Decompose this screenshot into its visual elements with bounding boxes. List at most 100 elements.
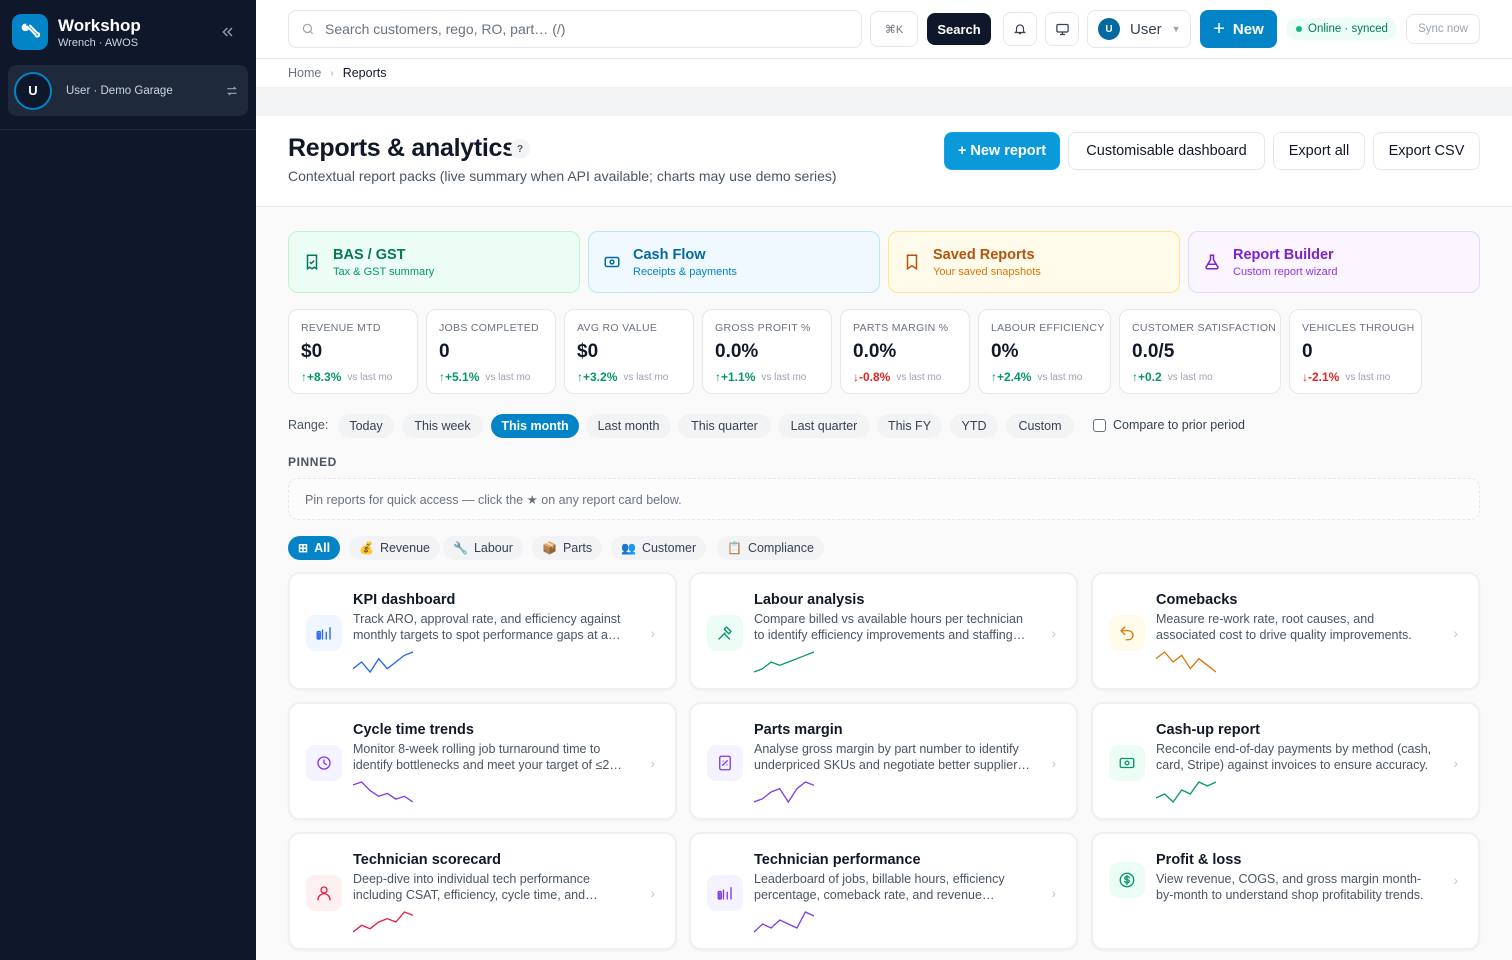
kpi-delta: +3.2% <box>583 370 618 384</box>
plus-icon: + <box>1213 18 1225 40</box>
clipboard-icon: 📋 <box>727 541 742 555</box>
kpi-tile[interactable]: VEHICLES THROUGH 0 ↓ -2.1% vs last mo <box>1289 309 1422 394</box>
quick-card-title: BAS / GST <box>333 246 406 263</box>
range-option[interactable]: This FY <box>877 414 942 438</box>
kpi-delta: +8.3% <box>307 370 342 384</box>
quick-card-saved-reports[interactable]: Saved Reports Your saved snapshots <box>888 231 1180 293</box>
new-report-button[interactable]: + New report <box>944 132 1060 170</box>
kpi-tile[interactable]: CUSTOMER SATISFACTION 0.0/5 ↑ +0.2 vs las… <box>1119 309 1281 394</box>
trend-up-icon: ↑ <box>715 370 721 384</box>
breadcrumb-home[interactable]: Home <box>288 66 322 80</box>
report-title: Cycle time trends <box>353 722 474 738</box>
bar-chart-icon <box>707 875 743 911</box>
help-icon[interactable]: ? <box>510 139 530 159</box>
kpi-label: PARTS MARGIN % <box>853 322 949 334</box>
report-description: Compare billed vs available hours per te… <box>754 612 1023 642</box>
report-title: Parts margin <box>754 722 843 738</box>
new-button[interactable]: + New <box>1200 10 1277 48</box>
sync-status-badge: Online · synced <box>1286 18 1397 40</box>
kpi-delta: +2.4% <box>997 370 1032 384</box>
report-card[interactable]: Cycle time trends Monitor 8-week rolling… <box>288 702 677 820</box>
report-card[interactable]: Technician scorecard Deep-dive into indi… <box>288 832 677 950</box>
range-option[interactable]: This month <box>491 414 579 438</box>
kpi-delta: -0.8% <box>859 370 891 384</box>
search-input[interactable] <box>325 21 845 37</box>
kpi-tile[interactable]: LABOUR EFFICIENCY 0% ↑ +2.4% vs last mo <box>978 309 1111 394</box>
range-option[interactable]: Custom <box>1006 414 1074 438</box>
display-mode-button[interactable] <box>1045 12 1079 46</box>
chevron-right-icon: › <box>650 885 655 901</box>
trend-up-icon: ↑ <box>301 370 307 384</box>
kpi-compare-label: vs last mo <box>623 371 669 383</box>
export-all-button[interactable]: Export all <box>1273 132 1365 170</box>
quick-card-bas-gst[interactable]: BAS / GST Tax & GST summary <box>288 231 580 293</box>
user-icon <box>306 875 342 911</box>
range-option[interactable]: Today <box>338 414 394 438</box>
filter-customer[interactable]: 👥 Customer <box>611 536 707 560</box>
report-description: Analyse gross margin by part number to i… <box>754 742 1019 772</box>
breadcrumb-current: Reports <box>342 66 387 80</box>
kpi-tile[interactable]: GROSS PROFIT % 0.0% ↑ +1.1% vs last mo <box>702 309 832 394</box>
kpi-value: 0.0% <box>853 341 897 362</box>
export-csv-button[interactable]: Export CSV <box>1373 132 1480 170</box>
filter-all[interactable]: ⊞ All <box>288 536 341 560</box>
report-card[interactable]: Profit & loss View revenue, COGS, and gr… <box>1091 832 1480 950</box>
command-palette-shortcut[interactable]: ⌘K <box>870 11 918 47</box>
kpi-tile[interactable]: REVENUE MTD $0 ↑ +8.3% vs last mo <box>288 309 418 394</box>
kpi-tile[interactable]: PARTS MARGIN % 0.0% ↓ -0.8% vs last mo <box>840 309 970 394</box>
range-option[interactable]: YTD <box>950 414 998 438</box>
chevron-right-icon: › <box>650 625 655 641</box>
wrench-icon: 🔧 <box>453 541 468 555</box>
chevron-down-icon: ▼ <box>1171 24 1181 34</box>
report-card[interactable]: Labour analysis Compare billed vs availa… <box>689 572 1078 690</box>
kpi-tile[interactable]: AVG RO VALUE $0 ↑ +3.2% vs last mo <box>564 309 694 394</box>
search-button[interactable]: Search <box>927 13 991 45</box>
compare-prior-toggle[interactable]: Compare to prior period <box>1093 418 1245 432</box>
chevron-right-icon: › <box>1453 872 1458 888</box>
kpi-compare-label: vs last mo <box>485 371 531 383</box>
range-option[interactable]: This week <box>402 414 483 438</box>
report-card[interactable]: Parts margin Analyse gross margin by par… <box>689 702 1078 820</box>
pinned-empty-state: Pin reports for quick access — click the… <box>288 478 1480 520</box>
notifications-button[interactable] <box>1003 12 1037 46</box>
quick-card-cash-flow[interactable]: Cash Flow Receipts & payments <box>588 231 880 293</box>
filter-label: Labour <box>473 541 513 555</box>
kpi-delta: +5.1% <box>445 370 480 384</box>
kpi-value: 0% <box>991 341 1019 362</box>
new-button-label: New <box>1232 20 1264 38</box>
search-icon <box>302 23 314 35</box>
user-menu[interactable]: U User ▼ <box>1087 10 1191 48</box>
report-card[interactable]: Comebacks Measure re-work rate, root cau… <box>1091 572 1480 690</box>
range-option[interactable]: Last month <box>586 414 671 438</box>
filter-labour[interactable]: 🔧 Labour <box>443 536 523 560</box>
filter-compliance[interactable]: 📋 Compliance <box>717 536 824 560</box>
range-option[interactable]: This quarter <box>678 414 771 438</box>
kpi-compare-label: vs last mo <box>1167 371 1213 383</box>
user-switcher[interactable]: U User · Demo Garage <box>8 65 248 116</box>
report-card[interactable]: Technician performance Leaderboard of jo… <box>689 832 1078 950</box>
sync-now-button[interactable]: Sync now <box>1406 14 1480 44</box>
trend-up-icon: ↑ <box>439 370 445 384</box>
quick-card-title: Cash Flow <box>633 246 706 263</box>
report-title: Labour analysis <box>754 592 865 608</box>
kpi-label: JOBS COMPLETED <box>439 322 539 334</box>
collapse-sidebar-icon[interactable] <box>220 24 236 40</box>
quick-card-report-builder[interactable]: Report Builder Custom report wizard <box>1188 231 1480 293</box>
global-search[interactable] <box>288 10 862 48</box>
kpi-tile[interactable]: JOBS COMPLETED 0 ↑ +5.1% vs last mo <box>426 309 556 394</box>
report-title: KPI dashboard <box>353 592 456 608</box>
report-card[interactable]: Cash-up report Reconcile end-of-day paym… <box>1091 702 1480 820</box>
filter-parts[interactable]: 📦 Parts <box>532 536 603 560</box>
brand[interactable]: Workshop Wrench · AWOS <box>12 14 141 50</box>
kpi-compare-label: vs last mo <box>1345 371 1391 383</box>
chevron-right-icon: › <box>1051 625 1056 641</box>
kpi-value: $0 <box>301 341 323 362</box>
page-subtitle: Contextual report packs (live summary wh… <box>288 168 837 184</box>
report-card[interactable]: KPI dashboard Track ARO, approval rate, … <box>288 572 677 690</box>
hammer-wrench-icon <box>707 615 743 651</box>
filter-revenue[interactable]: 💰 Revenue <box>349 536 440 560</box>
compare-checkbox[interactable] <box>1093 418 1106 432</box>
range-option[interactable]: Last quarter <box>778 414 870 438</box>
kpi-value: $0 <box>577 341 599 362</box>
customisable-dashboard-button[interactable]: Customisable dashboard <box>1068 132 1265 170</box>
